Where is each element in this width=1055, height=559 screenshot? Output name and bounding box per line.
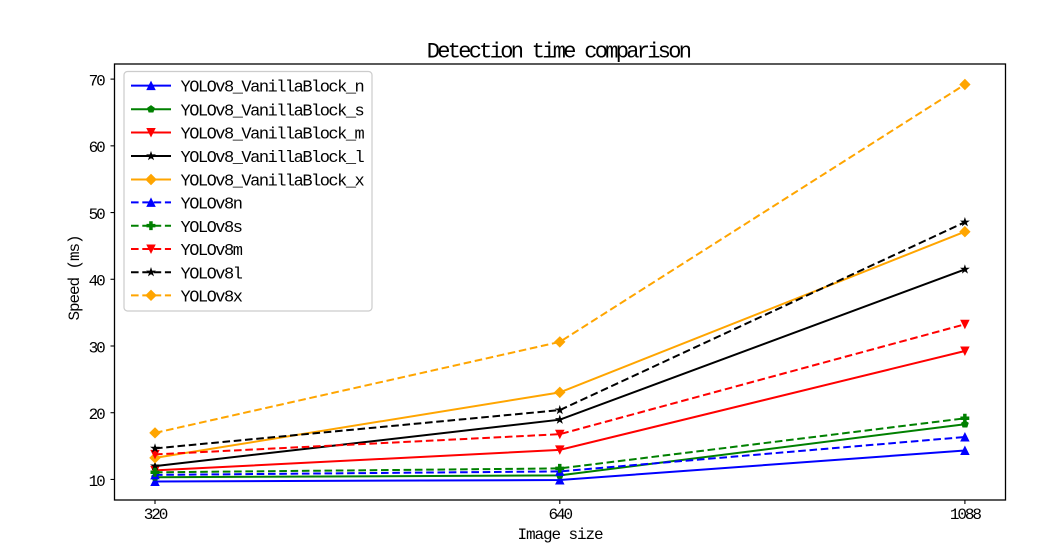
svg-text:30: 30	[89, 339, 106, 357]
svg-text:YOLOv8_VanillaBlock_x: YOLOv8_VanillaBlock_x	[181, 173, 365, 192]
svg-text:YOLOv8_VanillaBlock_s: YOLOv8_VanillaBlock_s	[181, 102, 364, 121]
svg-text:20: 20	[89, 406, 106, 424]
svg-text:Speed (ms): Speed (ms)	[66, 235, 84, 320]
svg-text:YOLOv8_VanillaBlock_n: YOLOv8_VanillaBlock_n	[181, 79, 364, 98]
svg-text:YOLOv8m: YOLOv8m	[181, 242, 243, 261]
svg-text:10: 10	[89, 473, 106, 491]
svg-text:1088: 1088	[950, 506, 982, 524]
svg-text:60: 60	[89, 139, 106, 157]
svg-text:50: 50	[89, 206, 106, 224]
svg-text:70: 70	[89, 72, 106, 90]
svg-text:YOLOv8x: YOLOv8x	[181, 289, 243, 308]
svg-text:YOLOv8n: YOLOv8n	[181, 196, 242, 215]
svg-text:YOLOv8_VanillaBlock_m: YOLOv8_VanillaBlock_m	[181, 126, 365, 145]
svg-text:320: 320	[144, 506, 168, 524]
svg-text:Image size: Image size	[517, 526, 603, 544]
svg-text:YOLOv8_VanillaBlock_l: YOLOv8_VanillaBlock_l	[181, 149, 365, 168]
svg-text:640: 640	[549, 506, 573, 524]
svg-text:40: 40	[89, 273, 106, 291]
svg-text:YOLOv8l: YOLOv8l	[181, 265, 243, 284]
svg-text:YOLOv8s: YOLOv8s	[181, 219, 242, 238]
svg-text:Detection time comparison: Detection time comparison	[427, 40, 691, 65]
